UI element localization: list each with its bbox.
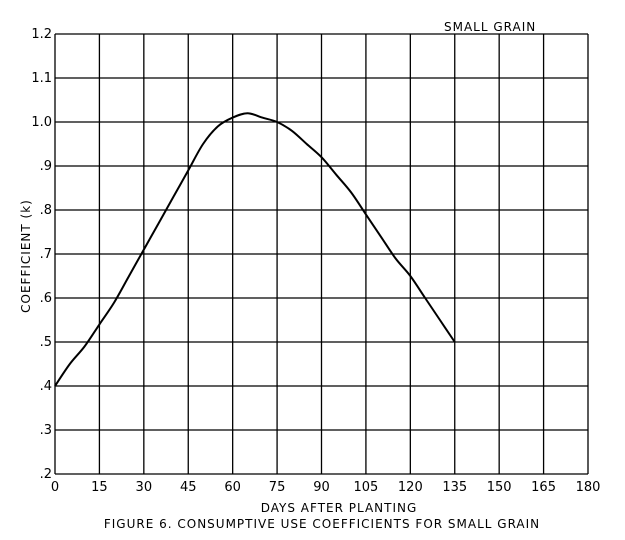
x-tick-label: 15 [91,480,108,495]
y-axis-label: COEFFICIENT (k) [19,199,33,313]
x-tick-label: 120 [398,480,423,495]
x-tick-label: 75 [269,480,286,495]
x-tick-label: 60 [224,480,241,495]
y-axis-ticks: .2 .3 .4 .5 .6 .7 .8 .9 1.0 1.1 1.2 [31,27,52,482]
x-tick-label: 150 [487,480,512,495]
y-tick-label: .3 [40,423,52,438]
y-tick-label: 1.2 [31,27,52,42]
x-tick-label: 180 [576,480,601,495]
x-tick-label: 0 [51,480,59,495]
x-tick-label: 90 [313,480,330,495]
chart-grid [54,33,589,475]
x-tick-label: 45 [180,480,197,495]
y-tick-label: 1.0 [31,115,52,130]
y-tick-label: .8 [40,203,52,218]
y-tick-label: 1.1 [31,71,52,86]
y-tick-label: .9 [40,159,52,174]
x-tick-label: 105 [354,480,379,495]
y-tick-label: .6 [40,291,52,306]
x-tick-label: 165 [531,480,556,495]
figure-caption: FIGURE 6. CONSUMPTIVE USE COEFFICIENTS F… [104,517,540,531]
y-tick-label: .5 [40,335,52,350]
x-tick-label: 135 [442,480,467,495]
y-tick-label: .4 [40,379,52,394]
x-axis-label: DAYS AFTER PLANTING [261,501,418,515]
x-axis-ticks: 0 15 30 45 60 75 90 105 120 135 150 165 180 [51,480,601,495]
y-tick-label: .7 [40,247,52,262]
x-tick-label: 30 [136,480,153,495]
series-label-small-grain: SMALL GRAIN [444,20,536,34]
y-tick-label: .2 [40,467,52,482]
series-line-small-grain [54,112,456,387]
